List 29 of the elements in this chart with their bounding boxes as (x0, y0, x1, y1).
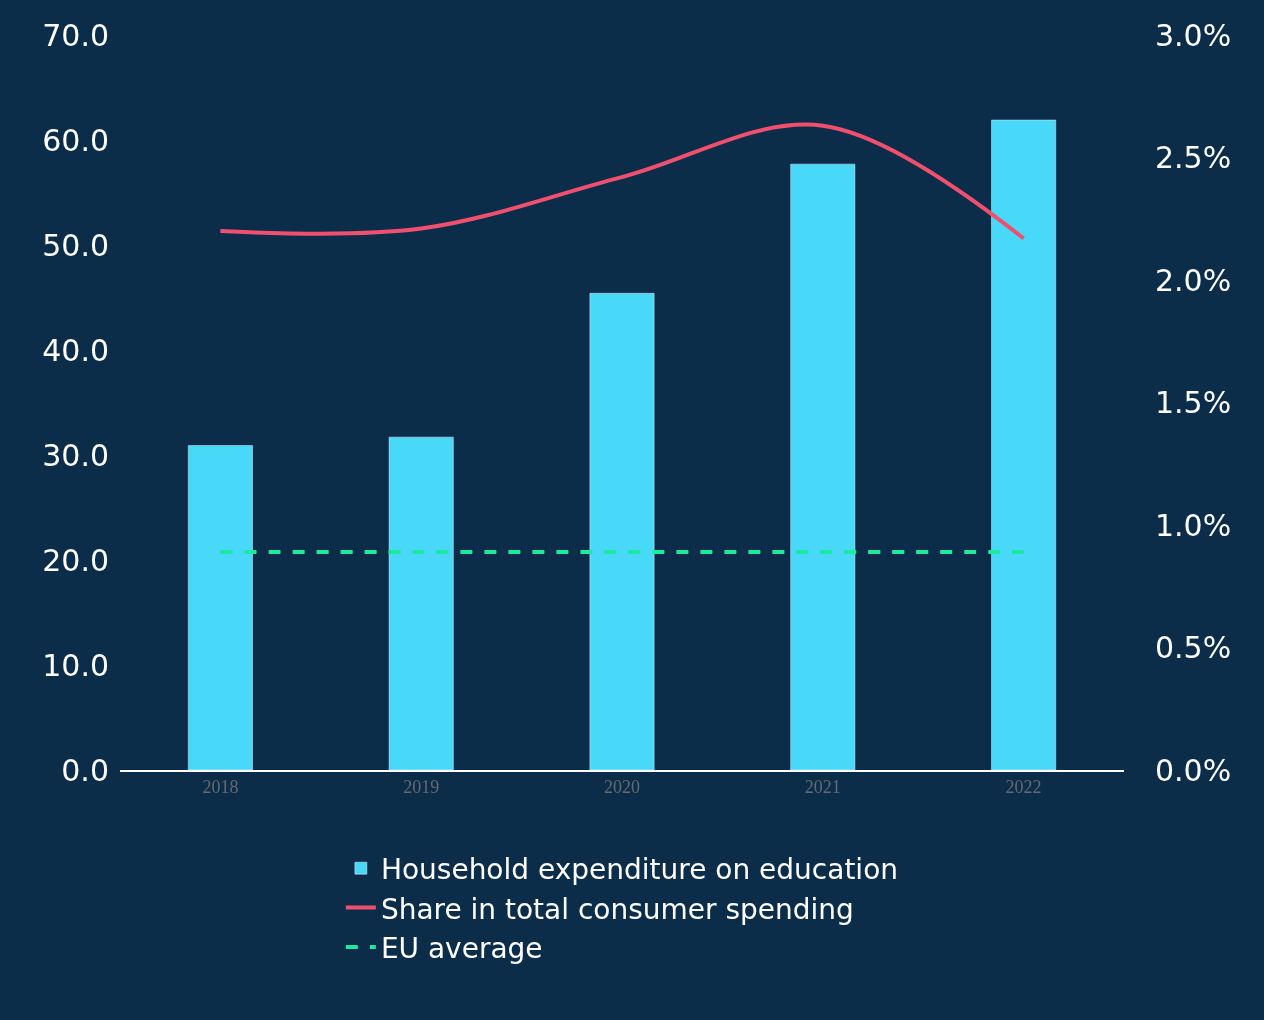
y2-tick-label: 1.5% (1155, 385, 1232, 420)
legend-label: EU average (380, 931, 543, 965)
y-tick-label: 20.0 (42, 542, 109, 578)
y2-tick-label: 2.0% (1155, 262, 1232, 298)
x-tick-label: 2021 (804, 777, 841, 798)
y2-tick-label: 0.0% (1155, 752, 1232, 788)
bar (388, 436, 454, 770)
bar (188, 445, 253, 770)
y2-tick-label: 0.5% (1155, 630, 1232, 665)
y-tick-label: 30.0 (42, 437, 109, 473)
legend-label: Household expenditure on education (380, 853, 899, 887)
line-series (218, 122, 1026, 241)
legend-label: Share in total consumer spending (380, 892, 854, 926)
y-tick-label: 50.0 (42, 227, 109, 263)
x-tick-label: 2019 (403, 777, 440, 798)
x-tick-label: 2020 (604, 777, 640, 798)
bar (589, 293, 655, 770)
y-tick-label: 60.0 (42, 122, 109, 158)
y2-tick-label: 2.5% (1155, 140, 1232, 175)
y-tick-label: 10.0 (42, 647, 109, 683)
y-tick-label: 70.0 (42, 17, 109, 53)
x-tick-label: 2018 (202, 777, 239, 798)
y2-tick-label: 3.0% (1155, 17, 1232, 53)
y-tick-label: 40.0 (42, 332, 109, 368)
x-tick-label: 2022 (1005, 777, 1042, 798)
bar (991, 119, 1056, 770)
y-tick-label: 0.0 (61, 752, 109, 788)
y2-tick-label: 1.0% (1155, 507, 1232, 543)
bar (790, 163, 856, 770)
